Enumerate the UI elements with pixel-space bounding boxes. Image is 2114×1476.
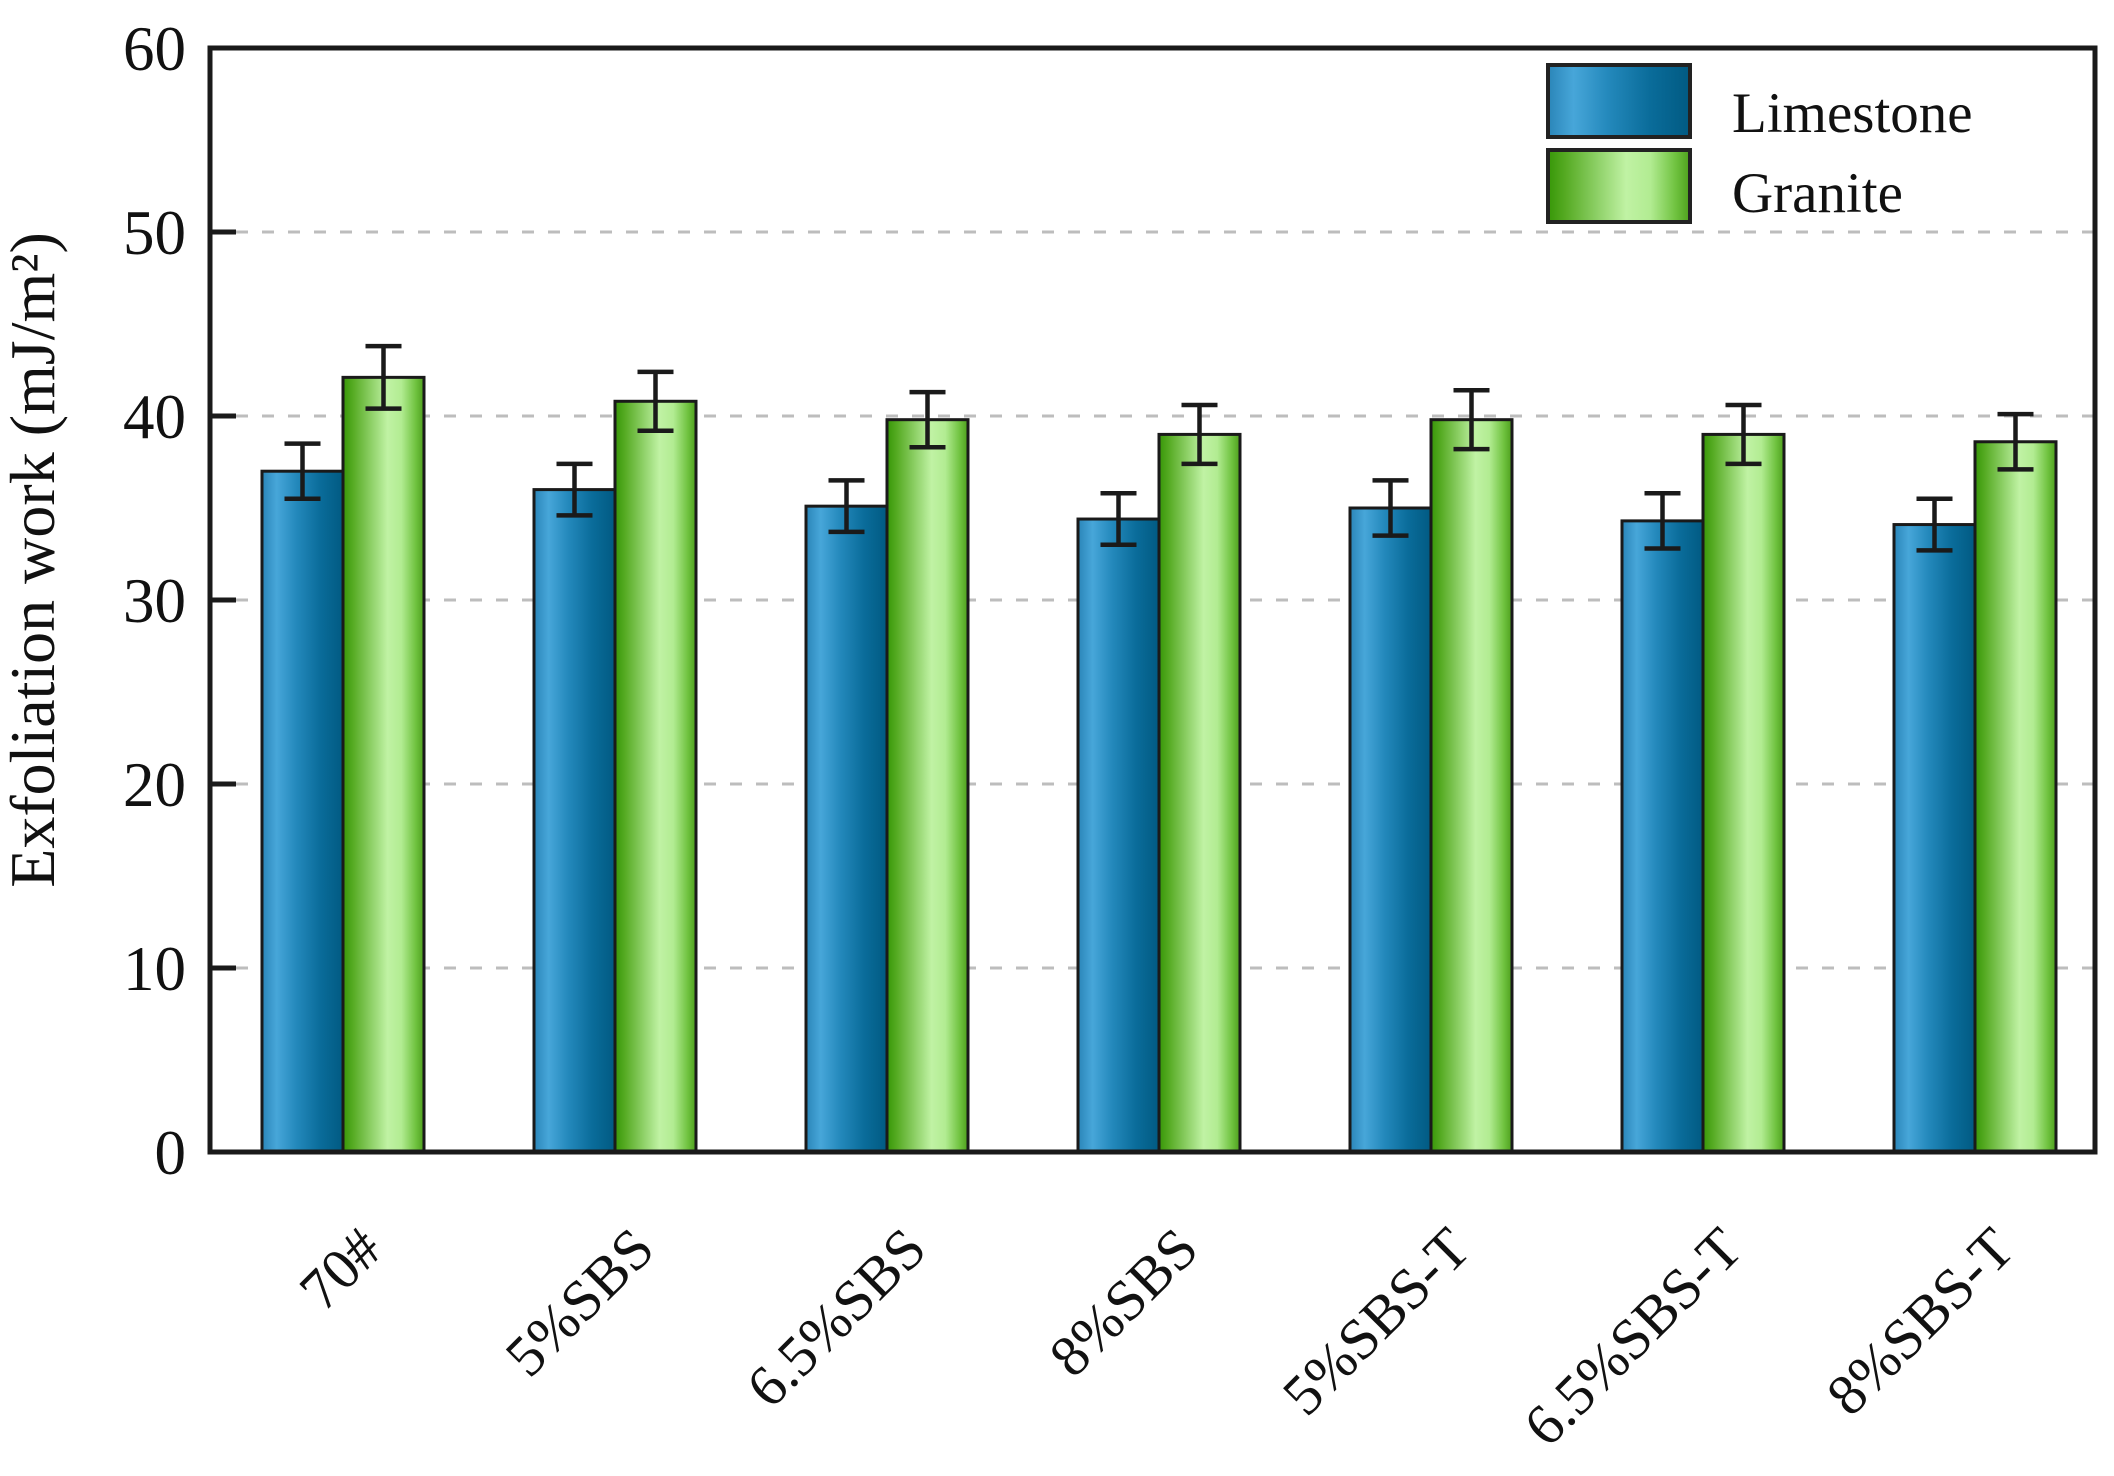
y-tick-label-50: 50 — [123, 198, 186, 268]
y-axis-label: Exfoliation work (mJ/m²) — [0, 232, 68, 888]
bar-limestone-5 — [1620, 519, 1705, 1154]
bar-granite-1 — [613, 399, 698, 1154]
y-tick-label-60: 60 — [123, 14, 186, 84]
legend: Limestone Granite — [1546, 63, 1973, 225]
bar-granite-2 — [885, 418, 970, 1154]
y-tick-label-20: 20 — [123, 750, 186, 820]
bar-limestone-3 — [1076, 517, 1161, 1154]
bar-limestone-0 — [260, 469, 345, 1154]
legend-swatch-granite — [1546, 148, 1692, 224]
bar-granite-3 — [1157, 432, 1242, 1154]
bar-limestone-2 — [804, 504, 889, 1154]
y-tick-label-40: 40 — [123, 382, 186, 452]
bar-granite-5 — [1701, 432, 1786, 1154]
y-axis-ticks: 0 10 20 30 40 50 60 — [123, 14, 236, 1188]
y-tick-label-0: 0 — [155, 1118, 187, 1188]
y-tick-label-30: 30 — [123, 566, 186, 636]
bar-granite-6 — [1973, 440, 2058, 1154]
legend-swatch-limestone — [1546, 63, 1692, 139]
error-bars — [284, 343, 2034, 553]
legend-label-granite: Granite — [1732, 162, 1903, 225]
legend-label-limestone: Limestone — [1732, 82, 1973, 145]
bar-granite-4 — [1429, 418, 1514, 1154]
bar-limestone-6 — [1892, 523, 1977, 1154]
bar-groups — [260, 375, 2058, 1154]
bar-limestone-1 — [532, 488, 617, 1154]
bar-limestone-4 — [1348, 506, 1433, 1154]
bar-granite-0 — [341, 375, 426, 1154]
y-tick-label-10: 10 — [123, 934, 186, 1004]
